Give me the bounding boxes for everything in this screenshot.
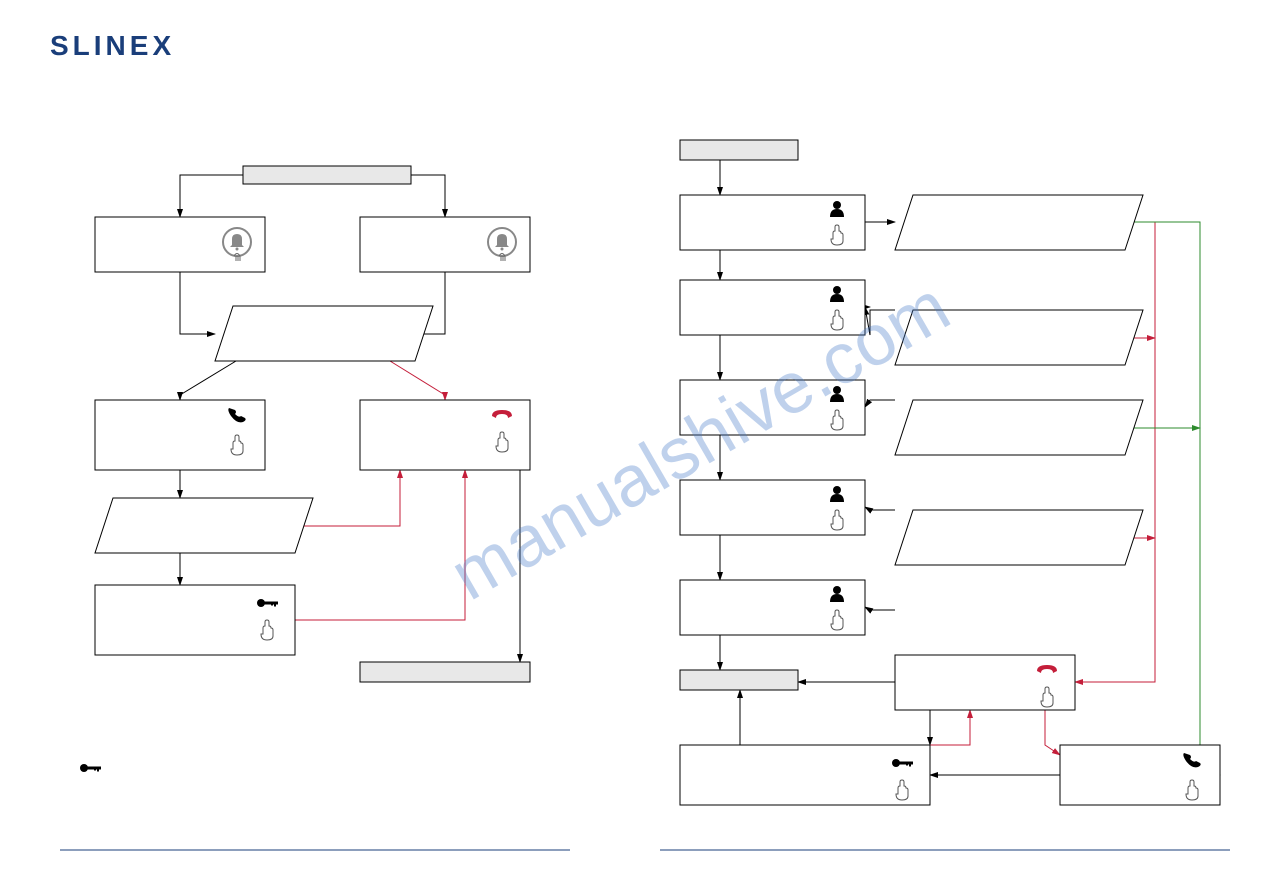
node-rp2 (895, 310, 1143, 365)
node-r5 (680, 580, 865, 635)
node-r-hang (895, 655, 1075, 710)
node-para2 (95, 498, 313, 553)
diagram-canvas (0, 0, 1263, 893)
node-rp1 (895, 195, 1143, 250)
node-top (243, 166, 411, 184)
edge (865, 400, 895, 407)
edge (865, 607, 895, 610)
node-para1 (215, 306, 433, 361)
node-r2 (680, 280, 865, 335)
node-r-end (680, 670, 798, 690)
edge (1045, 710, 1060, 755)
edge (295, 470, 465, 620)
node-phone2 (360, 400, 530, 470)
edge (411, 175, 445, 217)
node-rp3 (895, 400, 1143, 455)
node-r-top (680, 140, 798, 160)
node-key (95, 585, 295, 655)
edge (180, 361, 236, 400)
node-r-key (680, 745, 930, 805)
edge (1125, 222, 1220, 775)
edge (390, 361, 445, 400)
node-end (360, 662, 530, 682)
node-bell2 (360, 217, 530, 272)
node-r-phone (1060, 745, 1220, 805)
edge (180, 175, 243, 217)
edge (930, 710, 970, 745)
node-phone1 (95, 400, 265, 470)
node-r4 (680, 480, 865, 535)
edge (865, 307, 895, 335)
node-rp4 (895, 510, 1143, 565)
node-r3 (680, 380, 865, 435)
node-r1 (680, 195, 865, 250)
edge (180, 272, 215, 334)
edge (865, 507, 895, 510)
node-bell1 (95, 217, 265, 272)
edge (740, 690, 805, 745)
